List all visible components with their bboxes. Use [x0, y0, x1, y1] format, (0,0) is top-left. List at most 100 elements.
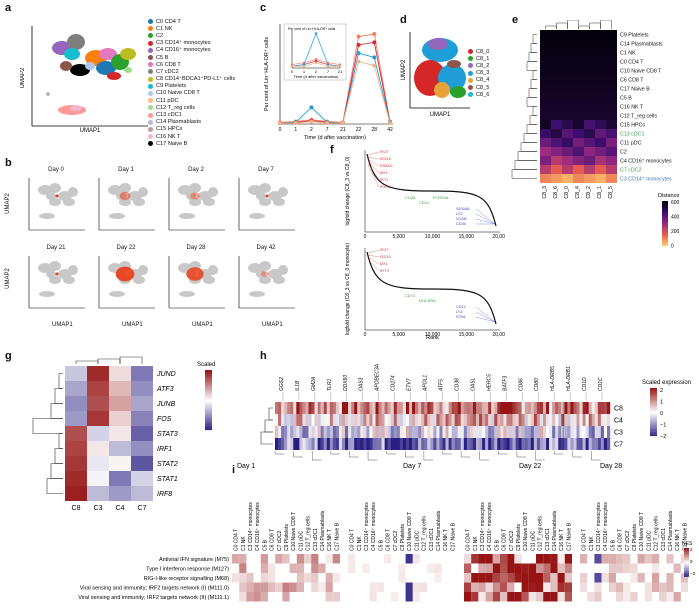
- heat-cell: [424, 402, 428, 414]
- heat-cell: [381, 402, 385, 414]
- colorbar-step: [662, 231, 668, 233]
- heat-cell: [652, 573, 660, 583]
- cluster-blob: [248, 185, 262, 195]
- day-title: Day 7: [258, 167, 274, 173]
- dendrogram: [556, 22, 568, 29]
- heat-cell: [573, 147, 584, 156]
- row-label: C15 HPCs: [620, 123, 645, 129]
- heat-cell: [573, 102, 584, 111]
- heat-cell: [514, 554, 522, 564]
- colorbar-step: [650, 389, 657, 391]
- colorbar-step: [205, 415, 212, 417]
- heat-cell: [570, 438, 574, 450]
- col-label: C0 CD4 T: [350, 529, 356, 551]
- day-title: Day 0: [48, 167, 64, 173]
- colorbar-step: [205, 383, 212, 386]
- heat-cell: [666, 554, 674, 564]
- dendrogram: [330, 451, 341, 455]
- heat-cell: [524, 402, 528, 414]
- heat-cell: [457, 438, 461, 450]
- row-label: Type I interferon response (M127): [146, 567, 229, 573]
- heat-cell: [507, 582, 515, 592]
- heat-cell: [595, 75, 606, 84]
- heat-cell: [314, 426, 318, 438]
- heat-cell: [335, 414, 340, 426]
- heat-cell: [600, 402, 605, 414]
- inset-x-label: Time (d after vaccination): [294, 74, 340, 79]
- col-label: C4 CD16⁺ monocytes: [487, 502, 493, 551]
- legend-swatch: [148, 55, 153, 61]
- inset-x-tick: 7: [327, 69, 330, 74]
- heat-cell: [584, 39, 595, 48]
- colorbar-step: [650, 388, 657, 390]
- cluster-blob: [273, 276, 285, 284]
- gene-label: CD1D: [582, 377, 588, 391]
- umap-mini: [28, 178, 85, 231]
- rank-plots: logfold change (C8_3 vs C8_0) 0 5,000 10,00…: [345, 150, 505, 340]
- heat-cell: [512, 402, 516, 414]
- heat-cell: [536, 582, 544, 592]
- heat-cell: [567, 426, 571, 438]
- panel-label-d: d: [400, 14, 407, 26]
- col-label: C9 Platelets: [400, 524, 406, 551]
- legend-label: C1 NK: [156, 25, 173, 32]
- heat-cell: [595, 129, 606, 138]
- col-label: C3: [94, 505, 103, 512]
- dendrogram: [567, 20, 579, 29]
- colorbar-step: [662, 222, 668, 224]
- cluster-blob: [119, 198, 131, 206]
- col-label: C12 T_reg cells: [654, 516, 660, 551]
- heat-cell: [540, 102, 551, 111]
- heat-cell: [601, 573, 609, 583]
- dendrogram: [520, 142, 537, 152]
- heat-cell: [348, 438, 352, 450]
- dendrogram: [312, 451, 322, 461]
- heat-cell: [595, 111, 606, 120]
- legend-label: C12 T_reg cells: [156, 104, 196, 111]
- legend-swatch: [148, 119, 153, 125]
- heat-cell: [637, 573, 645, 583]
- heat-cell: [573, 438, 577, 450]
- heat-cell: [585, 438, 589, 450]
- heat-cell: [442, 438, 446, 450]
- heat-cell: [488, 402, 492, 414]
- heat-cell: [606, 75, 617, 84]
- heat-cell: [573, 57, 584, 66]
- heat-cell: [540, 39, 551, 48]
- colorbar-step: [662, 201, 668, 203]
- day-umap-grid: Day 0 Day 1 Day 2 Day 7 Day 21 Day 22 Day 28 Da…: [25, 167, 315, 318]
- heat-cell: [536, 402, 541, 414]
- heat-cell: [579, 414, 583, 426]
- heat-cell: [562, 138, 573, 147]
- colorbar-step: [662, 217, 668, 220]
- heat-cell: [351, 414, 355, 426]
- series-line: [279, 33, 391, 123]
- row-label: C17 Naive B: [620, 87, 650, 93]
- heat-cell: [521, 402, 525, 414]
- heat-cell: [518, 426, 522, 438]
- heat-cell: [584, 75, 595, 84]
- umap-b-ylabel-2: UMAP2: [4, 268, 11, 289]
- heat-cell: [278, 438, 282, 450]
- heat-cell: [421, 438, 425, 450]
- col-label: C5 B: [494, 539, 500, 551]
- heat-cell: [606, 438, 611, 450]
- heat-cell: [500, 554, 508, 564]
- heat-cell: [485, 563, 493, 573]
- heat-cell: [595, 165, 606, 174]
- heat-cell: [550, 573, 558, 583]
- heat-cell: [536, 438, 541, 450]
- legend-item: C8_4: [468, 77, 508, 84]
- col-label: C12 T_reg cells: [306, 516, 312, 551]
- day-umap: Day 28: [165, 245, 227, 309]
- colorbar-step: [662, 213, 668, 215]
- heat-cell: [384, 426, 388, 438]
- heat-cell: [360, 438, 364, 450]
- colorbar-step: [684, 574, 689, 576]
- heat-cell: [308, 426, 312, 438]
- legend-label: C9 Platelets: [156, 83, 187, 90]
- heat-cell: [552, 426, 556, 438]
- heat-cell: [600, 438, 605, 450]
- heat-cell: [302, 414, 306, 426]
- heat-cell: [366, 402, 370, 414]
